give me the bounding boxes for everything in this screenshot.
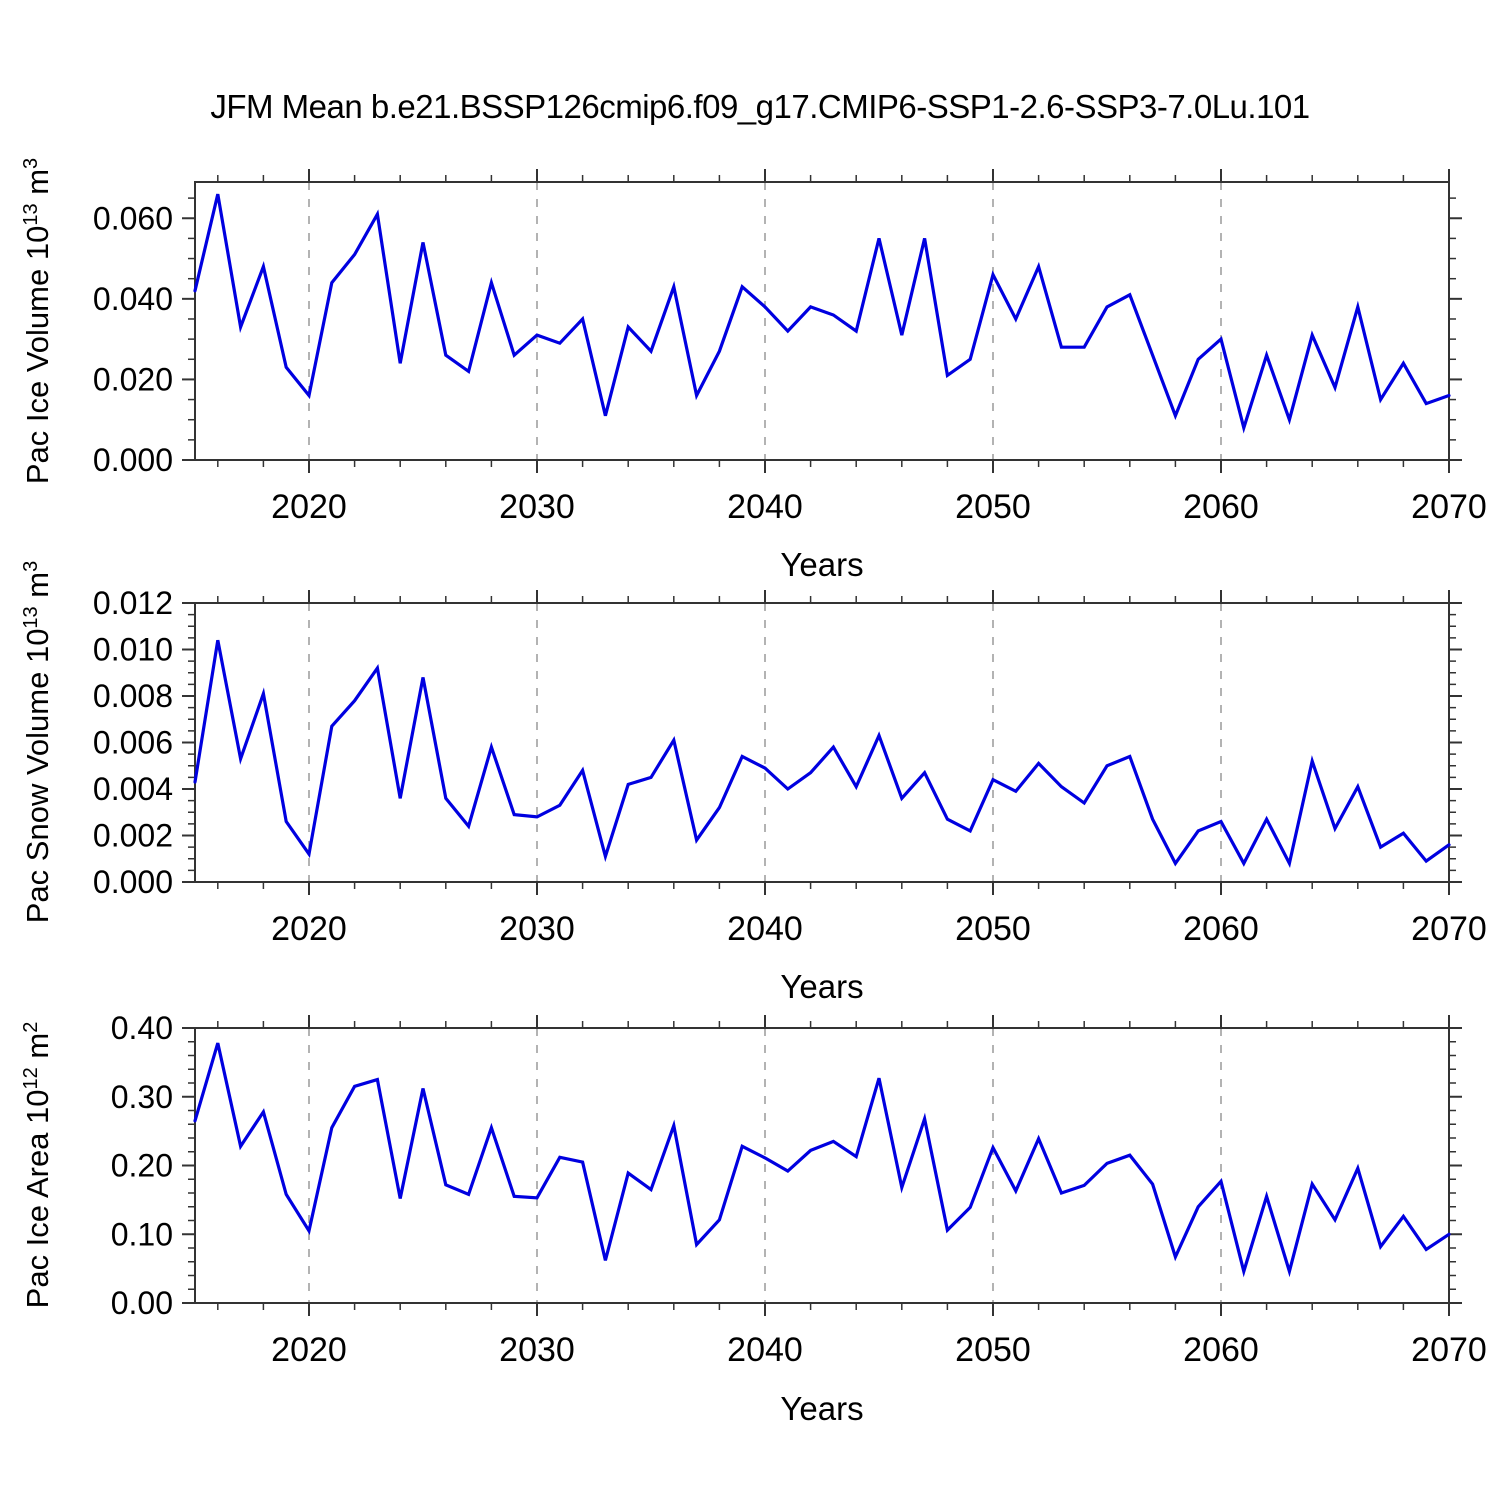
y-tick-label: 0.004	[93, 771, 173, 807]
x-tick-label: 2050	[955, 910, 1031, 948]
pac-ice-volume-frame	[194, 181, 1450, 461]
y-tick-label: 0.002	[93, 818, 173, 854]
x-tick-label: 2070	[1411, 488, 1487, 526]
x-tick-label: 2050	[955, 1331, 1031, 1369]
x-tick-label: 2020	[271, 1331, 347, 1369]
panel1-x-axis-title: Years	[780, 546, 864, 583]
x-tick-label: 2060	[1183, 910, 1259, 948]
pac-ice-volume-line	[193, 193, 1451, 434]
y-tick-label: 0.40	[111, 1010, 173, 1046]
x-tick-label: 2040	[727, 488, 803, 526]
y-tick-label: 0.012	[93, 585, 173, 621]
x-tick-label: 2030	[499, 910, 575, 948]
y-tick-label: 0.006	[93, 725, 173, 761]
panel2-x-axis-title: Years	[780, 968, 864, 1005]
y-tick-label: 0.10	[111, 1216, 173, 1252]
y-tick-label: 0.00	[111, 1285, 173, 1321]
pac-snow-volume-line	[193, 639, 1451, 869]
y-tick-label: 0.040	[93, 281, 173, 317]
x-tick-label: 2070	[1411, 910, 1487, 948]
x-tick-label: 2060	[1183, 1331, 1259, 1369]
x-tick-label: 2020	[271, 910, 347, 948]
panel3-x-axis-title: Years	[780, 1390, 864, 1427]
x-tick-label: 2030	[499, 488, 575, 526]
pac-ice-area-frame	[194, 1027, 1450, 1304]
x-tick-label: 2020	[271, 488, 347, 526]
y-tick-label: 0.010	[93, 632, 173, 668]
x-tick-label: 2040	[727, 910, 803, 948]
y-tick-label: 0.020	[93, 361, 173, 397]
x-tick-label: 2070	[1411, 1331, 1487, 1369]
y-tick-label: 0.20	[111, 1148, 173, 1184]
pac-snow-volume-frame	[194, 602, 1450, 883]
x-tick-label: 2060	[1183, 488, 1259, 526]
y-tick-label: 0.008	[93, 678, 173, 714]
x-tick-label: 2050	[955, 488, 1031, 526]
figure-title: JFM Mean b.e21.BSSP126cmip6.f09_g17.CMIP…	[210, 88, 1310, 125]
pac-ice-area-line	[193, 1042, 1451, 1278]
y-tick-label: 0.060	[93, 200, 173, 236]
x-tick-label: 2040	[727, 1331, 803, 1369]
y-tick-label: 0.30	[111, 1079, 173, 1115]
y-tick-label: 0.000	[93, 864, 173, 900]
x-tick-label: 2030	[499, 1331, 575, 1369]
y-tick-label: 0.000	[93, 442, 173, 478]
